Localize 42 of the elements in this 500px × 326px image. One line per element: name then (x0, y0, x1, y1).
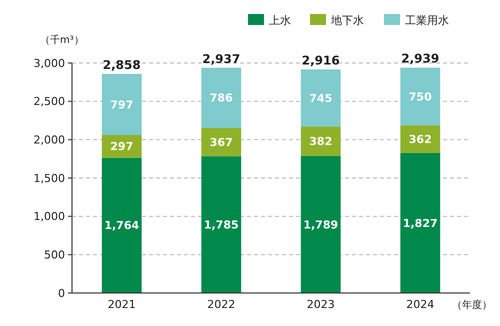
x-tick-label: 2023 (306, 298, 335, 311)
data-label: 786 (210, 92, 234, 105)
y-tick-label: 3,000 (34, 56, 65, 70)
data-label: 1,785 (204, 218, 239, 232)
bar (400, 152, 440, 293)
legend-label: 工業用水 (405, 14, 449, 27)
data-label: 1,789 (303, 218, 338, 232)
y-tick-label: 1,000 (34, 210, 65, 224)
bar (400, 125, 440, 153)
total-label: 2,916 (302, 53, 340, 68)
legend-label: 地下水 (330, 14, 364, 27)
data-label: 367 (210, 136, 233, 149)
y-tick-label: 0 (58, 286, 65, 300)
x-tick-label: 2022 (207, 298, 236, 311)
data-label: 1,827 (402, 216, 438, 230)
bar (201, 156, 242, 293)
bar (102, 158, 142, 293)
total-label: 2,937 (202, 52, 240, 66)
legend-label: 上水 (269, 14, 291, 27)
x-axis-title: （年度） (452, 299, 492, 311)
x-tick-label: 2024 (406, 298, 434, 311)
data-label: 797 (110, 98, 134, 112)
bar (300, 126, 341, 156)
bar (400, 68, 440, 126)
data-label: 1,764 (104, 219, 140, 232)
data-label: 382 (309, 135, 332, 148)
y-tick-label: 2,500 (34, 95, 65, 108)
data-label: 750 (408, 90, 432, 104)
bar (102, 74, 142, 135)
data-label: 297 (110, 140, 134, 154)
bar (201, 68, 242, 128)
y-tick-label: 1,500 (34, 172, 65, 185)
total-label: 2,939 (401, 52, 440, 66)
y-tick-label: 500 (44, 248, 65, 262)
y-tick-label: 2,000 (34, 134, 65, 147)
bar (300, 156, 341, 293)
data-label: 362 (408, 132, 432, 146)
x-tick-label: 2021 (108, 298, 136, 311)
data-label: 745 (309, 92, 332, 105)
y-axis-title: （千m³） (40, 34, 84, 46)
bar (300, 69, 341, 127)
total-label: 2,858 (102, 58, 141, 72)
